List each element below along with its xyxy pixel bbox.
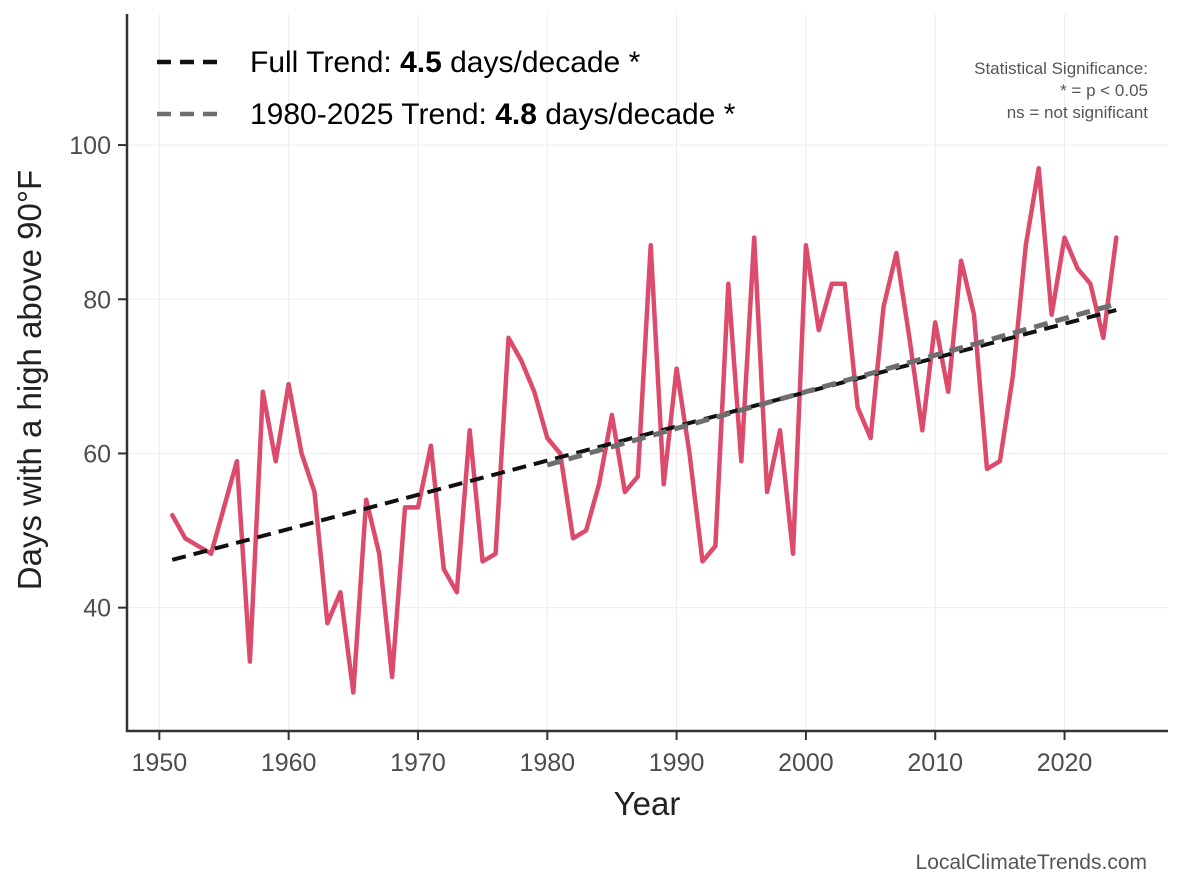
trend-line-recent	[546, 301, 1117, 468]
series-layer	[170, 165, 1119, 695]
trend-layer	[171, 301, 1117, 562]
ticks-layer: 1950 1960 1970 1980 1990 2000 2010 2020 40 60 80 10…	[69, 132, 1092, 777]
y-tick-label-40: 40	[83, 595, 111, 623]
legend-entry-full-trend: Full Trend: 4.5 days/decade *	[250, 46, 641, 79]
x-tick-label-1950: 1950	[132, 749, 188, 777]
x-tick-label-2010: 2010	[907, 749, 963, 777]
x-axis-title: Year	[614, 785, 681, 822]
axes-layer	[125, 14, 1168, 733]
legend-entry-full-trend-value: 4.5	[400, 46, 442, 79]
significance-note: Statistical Significance: * = p < 0.05 n…	[974, 59, 1148, 122]
legend-entry-recent-trend-suffix: days/decade *	[537, 98, 736, 131]
legend-entry-recent-trend: 1980-2025 Trend: 4.8 days/decade *	[250, 98, 736, 131]
series-line-0	[170, 165, 1119, 695]
significance-ns: ns = not significant	[1007, 103, 1149, 122]
x-tick-label-1980: 1980	[519, 749, 575, 777]
trend-line-full	[171, 308, 1117, 562]
x-tick-label-2000: 2000	[778, 749, 834, 777]
source-credit: LocalClimateTrends.com	[916, 851, 1147, 874]
legend-entry-recent-trend-value: 4.8	[495, 98, 537, 131]
y-tick-label-100: 100	[69, 132, 111, 160]
significance-title: Statistical Significance:	[974, 59, 1148, 78]
significance-p-value: * = p < 0.05	[1060, 81, 1148, 100]
legend: Full Trend: 4.5 days/decade * 1980-2025 …	[157, 46, 736, 131]
y-tick-label-60: 60	[83, 440, 111, 468]
x-tick-label-2020: 2020	[1037, 749, 1093, 777]
legend-entry-recent-trend-prefix: 1980-2025 Trend:	[250, 98, 495, 131]
y-tick-label-80: 80	[83, 286, 111, 314]
x-tick-label-1990: 1990	[649, 749, 705, 777]
x-tick-label-1970: 1970	[390, 749, 446, 777]
y-axis-title: Days with a high above 90°F	[11, 170, 48, 590]
legend-entry-full-trend-suffix: days/decade *	[442, 46, 641, 79]
legend-entry-full-trend-prefix: Full Trend:	[250, 46, 400, 79]
x-tick-label-1960: 1960	[261, 749, 317, 777]
